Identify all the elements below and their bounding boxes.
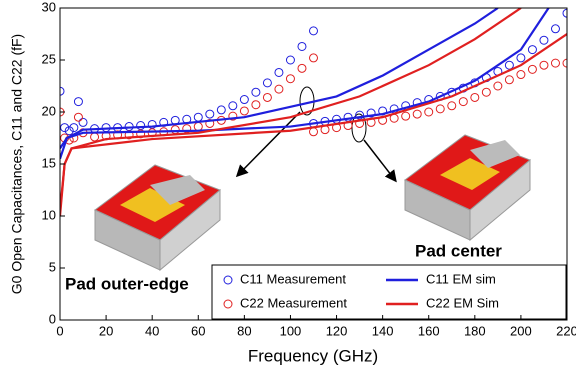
data-point bbox=[193, 122, 203, 132]
data-point bbox=[60, 86, 65, 96]
x-tick-label: 180 bbox=[464, 323, 486, 338]
x-tick-label: 140 bbox=[372, 323, 394, 338]
line bbox=[60, 8, 499, 160]
annotation: Pad center bbox=[415, 241, 502, 260]
y-tick-label: 25 bbox=[42, 51, 56, 66]
x-tick-label: 60 bbox=[191, 323, 205, 338]
arrow bbox=[363, 139, 397, 183]
y-tick-label: 30 bbox=[42, 0, 56, 14]
x-tick-label: 40 bbox=[145, 323, 159, 338]
data-point bbox=[550, 24, 560, 34]
pad-center-image bbox=[404, 134, 531, 242]
data-point bbox=[562, 58, 567, 68]
data-point bbox=[470, 92, 480, 102]
data-point bbox=[239, 106, 249, 116]
y-tick-label: 5 bbox=[49, 259, 56, 274]
data-point bbox=[170, 125, 180, 135]
data-point bbox=[458, 97, 468, 107]
data-point bbox=[78, 117, 88, 127]
data-point bbox=[435, 104, 445, 114]
x-tick-label: 0 bbox=[56, 323, 63, 338]
data-point bbox=[539, 60, 549, 70]
data-point bbox=[412, 109, 422, 119]
legend-marker bbox=[223, 275, 233, 285]
data-point bbox=[355, 118, 365, 128]
data-point bbox=[481, 87, 491, 97]
legend-label: C11 EM sim bbox=[426, 271, 496, 286]
data-point bbox=[285, 55, 295, 65]
x-tick-label: 120 bbox=[326, 323, 348, 338]
ellipse bbox=[351, 113, 367, 143]
data-point bbox=[274, 67, 284, 77]
data-point bbox=[205, 109, 215, 119]
data-point bbox=[60, 123, 70, 133]
data-point bbox=[251, 87, 261, 97]
data-point bbox=[504, 75, 514, 85]
legend bbox=[211, 264, 567, 320]
legend-marker bbox=[223, 299, 233, 309]
data-point bbox=[193, 112, 203, 122]
x-tick-label: 80 bbox=[237, 323, 251, 338]
data-point bbox=[516, 70, 526, 80]
data-point bbox=[285, 74, 295, 84]
data-point bbox=[205, 118, 215, 128]
data-point bbox=[527, 45, 537, 55]
y-tick-label: 20 bbox=[42, 103, 56, 118]
legend-label: C22 EM Sim bbox=[426, 295, 499, 310]
data-point bbox=[136, 129, 146, 139]
data-point bbox=[447, 101, 457, 111]
y-tick-label: 15 bbox=[42, 155, 56, 170]
data-point bbox=[228, 101, 238, 111]
data-point bbox=[69, 123, 79, 133]
annotation: Pad outer-edge bbox=[65, 274, 189, 293]
y-tick-label: 10 bbox=[42, 207, 56, 222]
x-tick-label: 220 bbox=[556, 323, 576, 338]
data-point bbox=[550, 58, 560, 68]
pad-outer-edge-image bbox=[94, 164, 221, 272]
data-point bbox=[424, 107, 434, 117]
data-point bbox=[90, 132, 100, 142]
data-point bbox=[136, 121, 146, 131]
data-point bbox=[516, 53, 526, 63]
data-point bbox=[493, 81, 503, 91]
data-point bbox=[216, 105, 226, 115]
legend-label: C11 Measurement bbox=[240, 271, 346, 286]
data-point bbox=[239, 95, 249, 105]
y-axis-label: G0 Open Capacitances, C11 and C22 (fF) bbox=[9, 34, 25, 294]
data-point bbox=[309, 53, 318, 63]
data-point bbox=[228, 111, 238, 121]
data-point bbox=[366, 108, 376, 118]
x-tick-label: 100 bbox=[280, 323, 302, 338]
data-point bbox=[297, 63, 307, 73]
data-point bbox=[562, 8, 567, 18]
x-tick-label: 160 bbox=[418, 323, 440, 338]
legend-label: C22 Measurement bbox=[240, 295, 347, 310]
data-point bbox=[251, 100, 261, 110]
arrow bbox=[235, 111, 301, 178]
x-tick-label: 200 bbox=[510, 323, 532, 338]
line bbox=[60, 33, 567, 211]
data-point bbox=[539, 35, 549, 45]
line bbox=[60, 8, 550, 150]
x-tick-label: 20 bbox=[99, 323, 113, 338]
data-point bbox=[527, 64, 537, 74]
data-point bbox=[262, 78, 272, 88]
data-point bbox=[309, 127, 318, 137]
data-point bbox=[309, 26, 318, 36]
data-point bbox=[64, 126, 74, 136]
data-point bbox=[73, 112, 83, 122]
data-point bbox=[401, 111, 411, 121]
x-axis-label: Frequency (GHz) bbox=[248, 346, 378, 365]
data-point bbox=[297, 41, 307, 51]
data-point bbox=[274, 84, 284, 94]
data-point bbox=[73, 97, 83, 107]
y-tick-label: 0 bbox=[49, 311, 56, 326]
data-point bbox=[262, 92, 272, 102]
